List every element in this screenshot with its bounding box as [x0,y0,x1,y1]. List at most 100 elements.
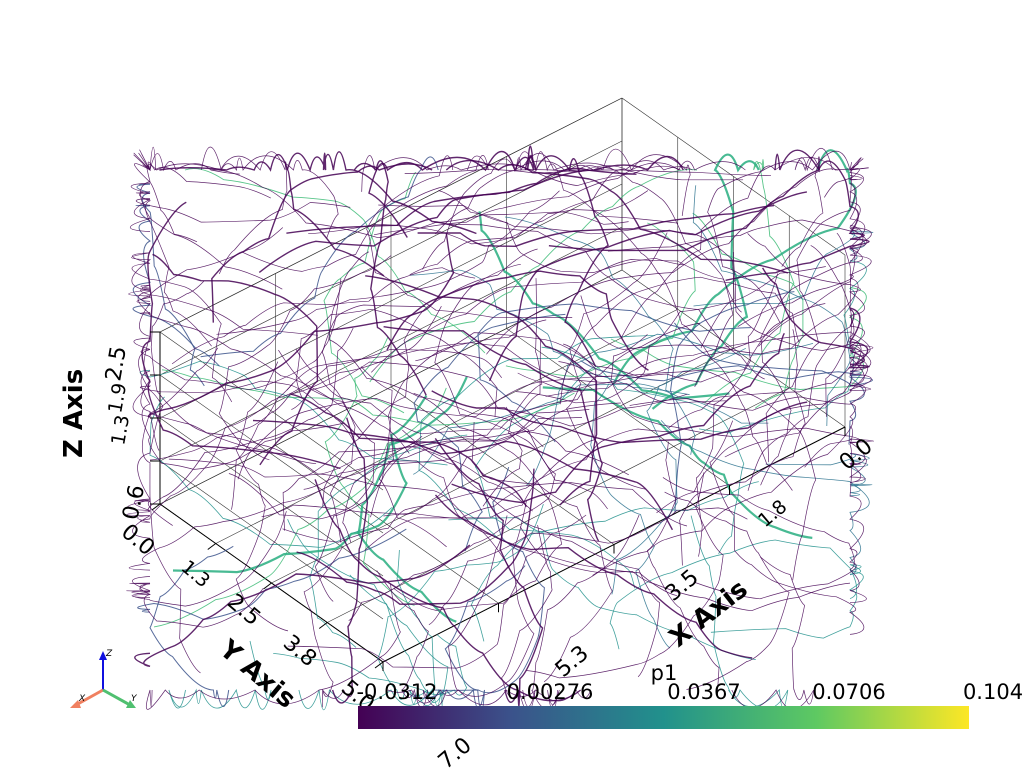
streamline [228,349,375,520]
streamline [431,390,808,444]
streamline [725,160,870,281]
streamline [438,190,735,349]
x-orient-label: X [78,694,86,704]
streamline [477,303,751,443]
streamline [558,361,817,581]
y-arrow-head-icon [126,700,136,708]
streamline [368,145,535,238]
streamline [171,267,476,365]
streamline [591,209,793,491]
x-arrow-head-icon [70,700,81,708]
streamline [141,201,341,470]
streamline [611,347,746,595]
z-orient-label: Z [105,649,113,659]
streamline [308,190,649,245]
y-tick-label: 2.5 [222,589,265,631]
grid-line [159,97,623,333]
streamline [656,338,872,514]
streamline [231,348,502,510]
z-tick-label: 1.3 [107,413,134,447]
streamline [324,336,415,606]
streamline [282,482,688,543]
streamline [737,169,872,327]
streamline [607,219,868,264]
streamline [147,233,455,418]
streamline [159,153,385,277]
streamline [434,438,544,707]
streamline [747,233,865,417]
scalar-bar [358,706,969,729]
streamline [152,253,319,466]
streamline [290,393,528,508]
scalar-bar-label: -0.0312 [356,680,438,704]
streamline [804,438,874,483]
scalar-bar-label: 0.0706 [812,680,886,704]
streamline [541,346,745,554]
streamline [435,165,772,235]
streamline [478,211,730,400]
streamline [314,479,582,702]
streamline [692,185,851,427]
streamline [542,386,813,539]
z-arrow-head-icon [99,651,107,660]
streamline [131,252,233,403]
streamline [140,370,345,470]
streamline [660,420,870,576]
streamline [376,570,447,709]
z-tick-label: 0.6 [118,483,150,522]
streamline [295,339,541,435]
streamline [132,204,220,367]
streamline [566,232,668,490]
bounding-box-grid [159,97,846,663]
streamline [128,284,318,336]
streamline [590,383,671,649]
streamline [149,306,442,461]
streamline [417,204,775,248]
streamline [141,347,219,674]
tick-mark [374,661,384,669]
streamline [824,163,869,198]
streamline [139,361,448,466]
streamline [393,393,563,611]
streamline [724,245,864,458]
streamline [559,276,800,405]
streamline [434,494,753,659]
streamline [314,366,393,602]
streamline [210,169,629,239]
streamline [592,403,857,576]
grid-line [159,417,384,577]
streamline [132,382,294,539]
streamline [548,149,820,252]
streamline [361,155,681,192]
x-arrow-icon [75,688,104,707]
streamline [184,168,486,354]
streamline [707,151,852,323]
streamline [153,387,447,628]
x-tick-label: 5.3 [551,641,594,683]
streamline [200,156,439,358]
axis-ticks [150,331,846,671]
streamline [609,539,858,650]
streamline [664,491,790,690]
streamline [610,334,862,444]
streamline [610,287,867,390]
tick-mark [263,582,272,590]
scalar-bar-label: 0.104 [962,680,1024,704]
streamline [369,169,698,383]
streamline [383,428,675,519]
streamline [434,263,608,510]
streamline [291,361,688,427]
streamline [519,526,851,612]
streamline [365,275,598,506]
streamline [679,329,806,566]
streamline [710,564,864,639]
streamline [235,361,289,632]
streamline [371,259,742,373]
tick-mark [318,622,328,629]
y-arrow-icon [102,688,131,707]
streamlines [126,145,874,713]
streamline [580,277,859,355]
tick-mark [207,543,217,550]
scalar-bar-label: 0.00276 [506,680,594,704]
